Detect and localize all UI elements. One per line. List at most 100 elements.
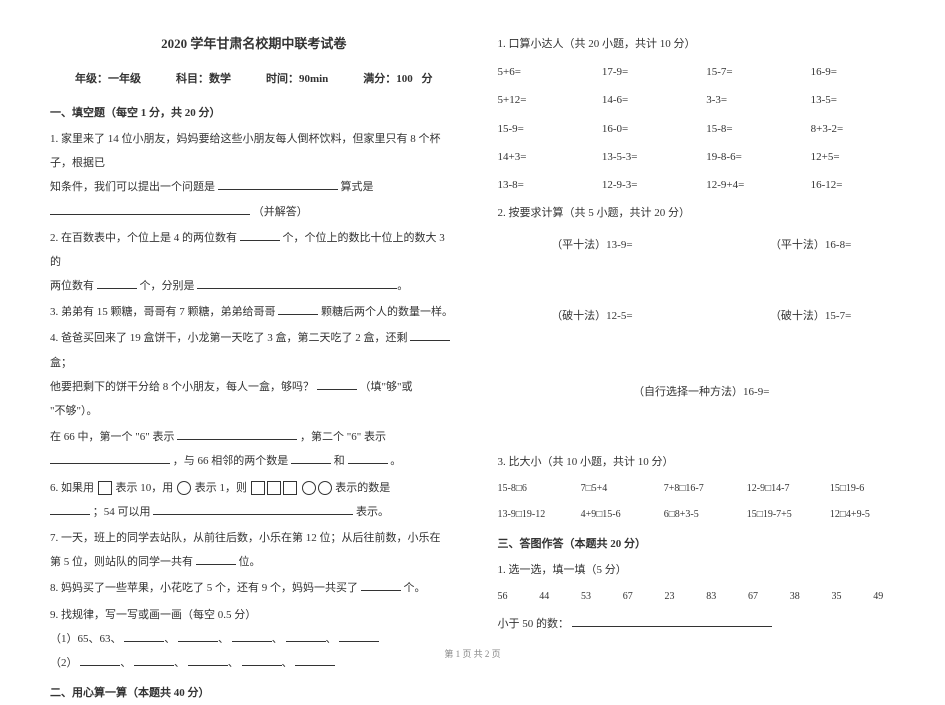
q1-d: （并解答） — [253, 206, 308, 218]
r2-header: 2. 按要求计算（共 5 小题，共计 20 分） — [498, 201, 906, 225]
q5: 在 66 中，第一个 "6" 表示 ，第二个 "6" 表示 ，与 66 相邻的两… — [50, 425, 458, 473]
q7-b: 第 5 位，则站队的同学一共有 — [50, 556, 193, 568]
blank — [240, 228, 280, 241]
q2-d: 个，分别是 — [140, 280, 195, 292]
blank — [197, 276, 397, 289]
blank — [50, 451, 170, 464]
blank — [317, 377, 357, 390]
square-icon — [267, 481, 281, 495]
calc-item: 15-9= — [498, 117, 592, 141]
calc-item: 8+3-2= — [811, 117, 905, 141]
compare-item: 12□4+9-5 — [830, 504, 905, 526]
compare-item: 15□19-7+5 — [747, 504, 822, 526]
blank — [232, 629, 272, 642]
num: 49 — [873, 586, 905, 608]
num: 35 — [832, 586, 864, 608]
num: 44 — [539, 586, 571, 608]
q6-e: ；54 可以用 — [93, 506, 151, 518]
calc-item: 16-12= — [811, 173, 905, 197]
meta-row: 年级：一年级 科目：数学 时间：90min 满分：100 分 — [50, 67, 458, 91]
blank — [50, 202, 250, 215]
calc-item: 15-7= — [706, 60, 800, 84]
square-icon — [98, 481, 112, 495]
q9-c: 、 — [164, 633, 175, 645]
subject-label: 科目： — [176, 73, 209, 85]
num: 53 — [581, 586, 613, 608]
q5-c: ，与 66 相邻的两个数是 — [173, 455, 289, 467]
square-icon — [251, 481, 265, 495]
compare-item: 15-8□6 — [498, 478, 573, 500]
blank — [153, 502, 353, 515]
calc-item: （平十法）13-9= — [498, 233, 687, 257]
q6-b: 表示 10，用 — [116, 482, 174, 494]
time-label: 时间： — [266, 73, 299, 85]
grade-label: 年级： — [75, 73, 108, 85]
exam-title: 2020 学年甘肃名校期中联考试卷 — [50, 30, 458, 59]
section-2-header: 二、用心算一算（本题共 40 分） — [50, 681, 458, 705]
r3-header: 3. 比大小（共 10 小题，共计 10 分） — [498, 450, 906, 474]
q3-a: 3. 弟弟有 15 颗糖，哥哥有 7 颗糖，弟弟给哥哥 — [50, 306, 276, 318]
calc-item: 12+5= — [811, 145, 905, 169]
s1-q: 小于 50 的数： — [498, 612, 906, 636]
spacer — [498, 418, 906, 448]
right-column: 1. 口算小达人（共 20 小题，共计 10 分） 5+6= 17-9= 15-… — [498, 30, 906, 580]
compare-item: 13-9□19-12 — [498, 504, 573, 526]
calc-item: （破十法）12-5= — [498, 304, 687, 328]
calc-item: （自行选择一种方法）16-9= — [498, 380, 906, 404]
q7-a: 7. 一天，班上的同学去站队，从前往后数，小乐在第 12 位；从后往前数，小乐在 — [50, 532, 441, 544]
q9-b: （1）65、63、 — [50, 633, 122, 645]
q6-a: 6. 如果用 — [50, 482, 94, 494]
spacer — [498, 336, 906, 366]
q2-c: 两位数有 — [50, 280, 94, 292]
q8: 8. 妈妈买了一些苹果，小花吃了 5 个，还有 9 个，妈妈一共买了 个。 — [50, 576, 458, 600]
q5-b: ，第二个 "6" 表示 — [300, 431, 386, 443]
calc-item: 14+3= — [498, 145, 592, 169]
compare-grid: 15-8□6 7□5+4 7+8□16-7 12-9□14-7 15□19-6 … — [498, 478, 906, 526]
calc-item: 3-3= — [706, 88, 800, 112]
blank — [339, 629, 379, 642]
num: 67 — [748, 586, 780, 608]
s1-q-text: 小于 50 的数： — [498, 618, 570, 630]
blank — [278, 302, 318, 315]
q1: 1. 家里来了 14 位小朋友，妈妈要给这些小朋友每人倒杯饮料，但家里只有 8 … — [50, 127, 458, 224]
calc-item: （破十法）15-7= — [716, 304, 905, 328]
spacer — [498, 266, 906, 296]
subject-value: 数学 — [209, 73, 231, 85]
mental-math-grid: 5+6= 17-9= 15-7= 16-9= 5+12= 14-6= 3-3= … — [498, 60, 906, 197]
q6-f: 表示。 — [356, 506, 389, 518]
full-label: 满分： — [363, 73, 396, 85]
circle-icon — [177, 481, 191, 495]
q8-b: 个。 — [404, 582, 426, 594]
q7-c: 位。 — [239, 556, 261, 568]
q7: 7. 一天，班上的同学去站队，从前往后数，小乐在第 12 位；从后往前数，小乐在… — [50, 526, 458, 574]
q5-d: 和 — [334, 455, 345, 467]
q6: 6. 如果用 表示 10，用 表示 1，则 表示的数是 ；54 可以用 表示。 — [50, 476, 458, 524]
blank — [218, 177, 338, 190]
calc-item: 16-9= — [811, 60, 905, 84]
q5-a: 在 66 中，第一个 "6" 表示 — [50, 431, 174, 443]
calc-item: 19-8-6= — [706, 145, 800, 169]
calc-item: 13-5-3= — [602, 145, 696, 169]
blank — [196, 552, 236, 565]
num: 56 — [498, 586, 530, 608]
calc-item: 13-5= — [811, 88, 905, 112]
blank — [361, 578, 401, 591]
q2: 2. 在百数表中，个位上是 4 的两位数有 个，个位上的数比十位上的数大 3 的… — [50, 226, 458, 299]
q1-b: 知条件，我们可以提出一个问题是 — [50, 181, 215, 193]
q6-d: 表示的数是 — [335, 482, 390, 494]
compare-item: 4+9□15-6 — [581, 504, 656, 526]
blank — [178, 629, 218, 642]
section-1-header: 一、填空题（每空 1 分，共 20 分） — [50, 101, 458, 125]
exam-page: 2020 学年甘肃名校期中联考试卷 年级：一年级 科目：数学 时间：90min … — [0, 0, 945, 600]
q9: 9. 找规律，写一写或画一画（每空 0.5 分） （1）65、63、 、 、 、… — [50, 603, 458, 676]
q4-c: 他要把剩下的饼干分给 8 个小朋友，每人一盒，够吗？ — [50, 381, 314, 393]
method-calc-grid: （平十法）13-9= （平十法）16-8= — [498, 233, 906, 257]
q1-c: 算式是 — [341, 181, 374, 193]
calc-item: 15-8= — [706, 117, 800, 141]
compare-item: 7□5+4 — [581, 478, 656, 500]
num: 67 — [623, 586, 655, 608]
time-value: 90min — [299, 73, 328, 85]
q6-c: 表示 1，则 — [195, 482, 247, 494]
number-list: 56 44 53 67 23 83 67 38 35 49 — [498, 586, 906, 608]
grade-value: 一年级 — [108, 73, 141, 85]
